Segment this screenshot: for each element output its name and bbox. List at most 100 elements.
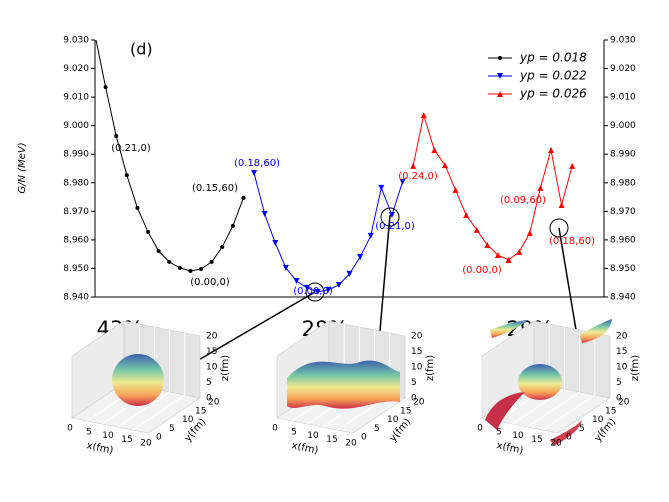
point [156,249,161,254]
inset-tick: 0 [67,424,73,434]
point [282,264,289,271]
point [346,270,353,277]
point [135,205,140,210]
point [357,254,364,261]
legend-label: yp = 0.018 [519,51,587,65]
inset-tick: 10 [411,363,423,373]
y-tick-label: 8.960 [63,235,89,245]
inset-tick: 20 [616,332,628,342]
annotation: (0.18,60) [234,158,280,169]
point [473,226,480,233]
inset-x-label: x(fm) [86,440,115,456]
inset-grid [132,394,186,431]
inset-grid [542,394,596,431]
point [399,178,406,185]
inset-tick: 10 [512,431,524,441]
y-tick-label: 8.950 [610,264,636,274]
point [431,146,438,153]
inset-x-label: x(fm) [291,440,320,456]
y-tick-label: 8.970 [610,207,636,217]
inset-x-label: x(fm) [496,440,525,456]
highlight-circle [380,207,400,227]
y-tick-label: 8.980 [63,178,89,188]
connector [189,291,316,366]
point [146,229,151,234]
inset-tick: 5 [616,378,622,388]
inset-tick: 5 [206,378,212,388]
inset-tick: 15 [605,406,616,416]
point [526,230,533,237]
legend-marker [497,91,503,97]
annotation: (0.15,60) [192,183,238,194]
point [272,240,279,247]
panel-label: (d) [130,40,153,59]
y-tick-label: 8.980 [610,178,636,188]
point [241,195,246,200]
y-tick-label: 8.990 [63,150,89,160]
inset-z-label: z(fm) [630,355,641,381]
series-line [253,172,403,293]
annotation: (0.21,0) [375,221,415,232]
y-tick-label: 8.940 [610,293,636,303]
inset-z-label: z(fm) [220,355,231,381]
annotation: (0.00,0) [293,286,333,297]
inset-tick: 15 [531,435,542,445]
inset-tick: 20 [550,439,562,449]
inset-tick: 5 [169,424,175,434]
inset-tick: 10 [182,415,194,425]
point [304,284,311,291]
point [177,265,182,270]
inset-surface [518,364,562,400]
y-tick-label: 9.020 [63,64,89,74]
inset-tick: 10 [616,363,628,373]
annotation: (0.00,0) [190,277,230,288]
inset-tick: 20 [411,332,423,342]
inset-tick: 20 [618,398,630,408]
inset-tick: 10 [387,415,399,425]
inset-tick: 10 [102,431,114,441]
point [209,259,214,264]
annotation: (0.18,60) [549,236,595,247]
inset-tick: 5 [374,424,380,434]
inset-tick: 0 [156,433,162,443]
point [463,212,470,219]
inset-tick: 15 [326,435,337,445]
inset-tick: 20 [345,439,357,449]
legend-marker [498,56,502,60]
y-axis-label: G/N (MeV) [17,142,28,193]
inset-tick: 20 [140,439,152,449]
point [261,210,268,217]
y-tick-label: 9.010 [610,93,636,103]
inset-surface [485,392,525,430]
point [199,267,204,272]
inset-tick: 0 [566,433,572,443]
point [367,232,374,239]
annotation: (0.24,0) [398,171,438,182]
legend-label: yp = 0.022 [519,69,587,83]
point [547,146,554,153]
point [420,112,427,119]
y-tick-label: 8.950 [63,264,89,274]
point [251,170,258,177]
inset-tick: 10 [307,431,319,441]
point [335,282,342,289]
inset-tick: 15 [121,435,132,445]
inset-surface [550,420,582,446]
inset-surface [112,354,164,406]
point [230,223,235,228]
inset-tick: 0 [477,424,483,434]
inset-tick: 5 [496,427,502,437]
point [441,162,448,169]
series-line [412,114,573,261]
inset-tick: 10 [592,415,604,425]
inset-tick: 5 [86,427,92,437]
legend-label: yp = 0.026 [519,87,587,101]
inset-tick: 15 [400,406,411,416]
y-tick-label: 8.970 [63,207,89,217]
point [325,286,332,293]
point [410,162,417,169]
point [293,278,300,285]
highlight-circle [305,282,325,302]
point [314,288,321,295]
